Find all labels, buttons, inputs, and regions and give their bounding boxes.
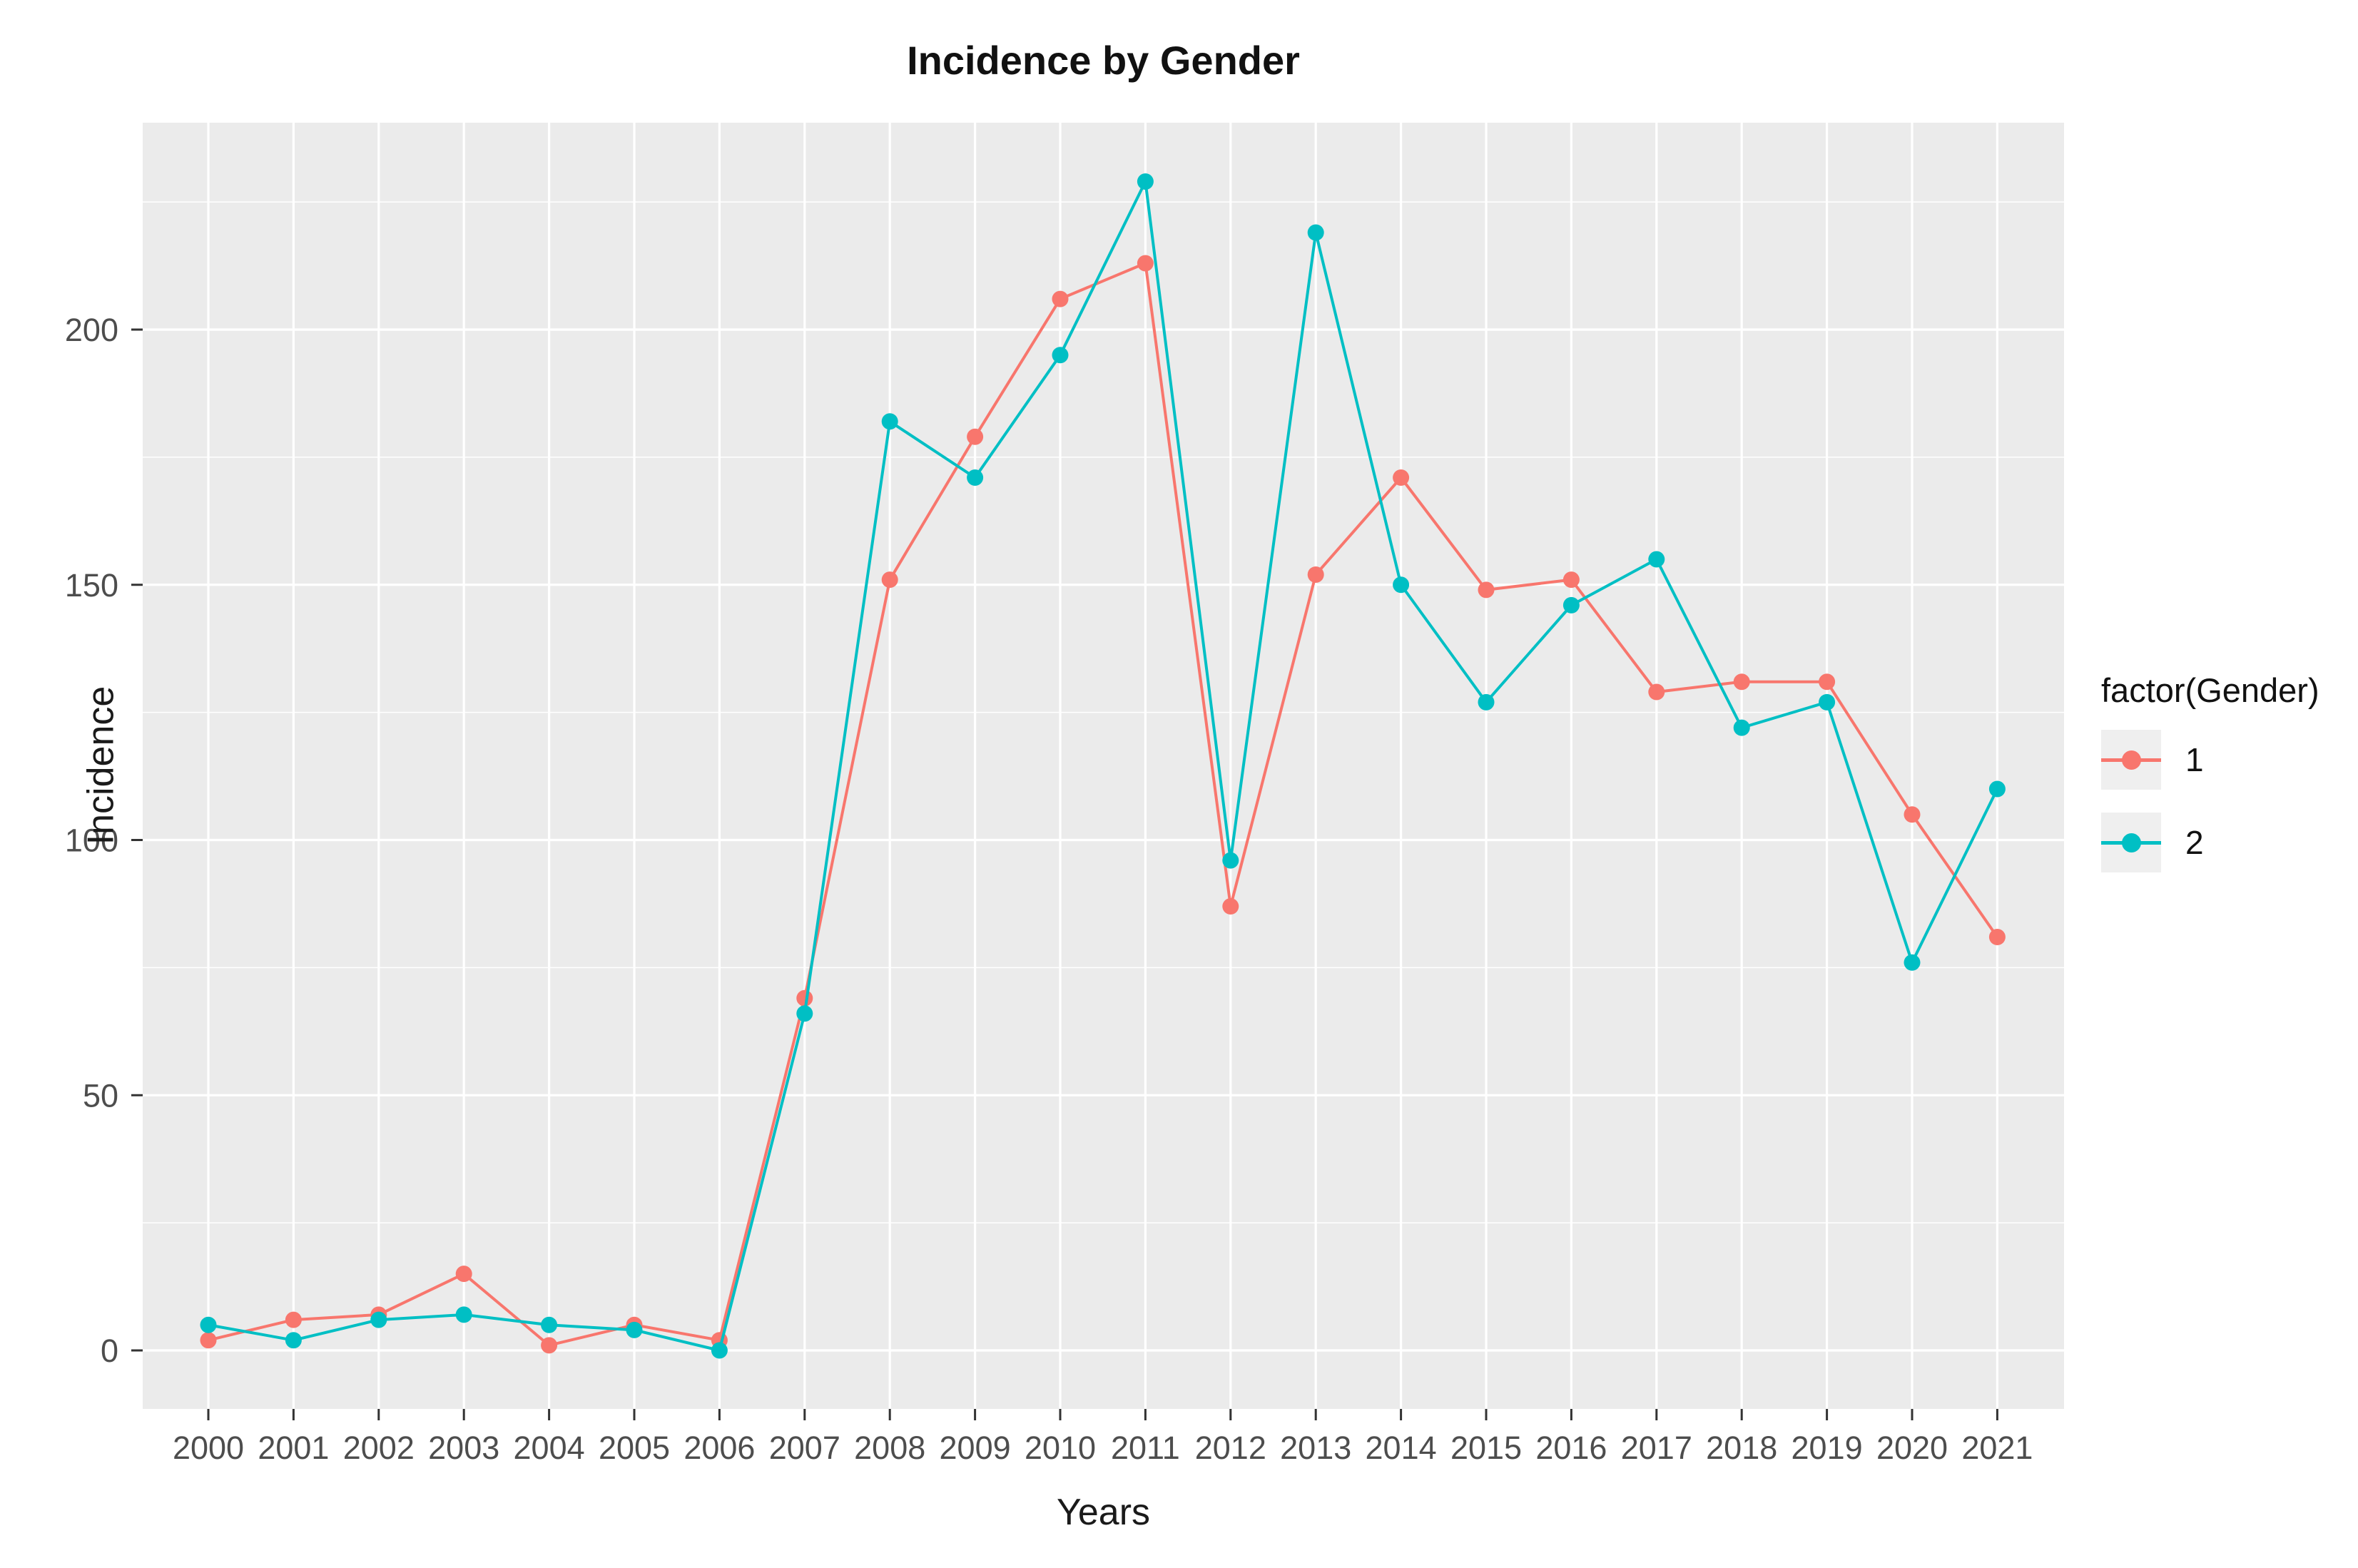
legend-key-gender-1 bbox=[2101, 730, 2161, 790]
x-tick-label: 2013 bbox=[1280, 1430, 1351, 1466]
data-point-series-1 bbox=[1904, 806, 1921, 823]
y-tick-label: 200 bbox=[65, 312, 118, 348]
chart-title: Incidence by Gender bbox=[907, 38, 1300, 83]
x-tick-label: 2016 bbox=[1535, 1430, 1607, 1466]
legend-item-gender-1: 1 bbox=[2101, 730, 2358, 790]
x-tick-label: 2001 bbox=[258, 1430, 329, 1466]
data-point-series-2 bbox=[1904, 954, 1921, 971]
x-tick-label: 2014 bbox=[1366, 1430, 1437, 1466]
data-point-series-2 bbox=[455, 1306, 472, 1323]
data-point-series-1 bbox=[1052, 290, 1069, 307]
data-point-series-2 bbox=[1052, 347, 1069, 364]
series-line-2 bbox=[208, 180, 1999, 1352]
legend-key-gender-2 bbox=[2101, 813, 2161, 872]
y-axis-title: Incidence bbox=[80, 686, 122, 845]
legend-label: 2 bbox=[2185, 824, 2204, 861]
data-point-series-1 bbox=[1648, 683, 1665, 701]
x-axis-title: Years bbox=[1056, 1492, 1151, 1533]
legend-title: factor(Gender) bbox=[2101, 671, 2319, 709]
data-point-series-2 bbox=[1562, 596, 1580, 614]
y-tick-label: 100 bbox=[65, 823, 118, 859]
data-point-series-1 bbox=[455, 1266, 472, 1283]
x-tick-label: 2021 bbox=[1961, 1430, 2033, 1466]
series-lines bbox=[200, 173, 2006, 1359]
data-point-series-2 bbox=[200, 1316, 217, 1333]
data-point-series-1 bbox=[541, 1337, 558, 1354]
data-point-series-1 bbox=[1393, 469, 1410, 486]
data-point-series-2 bbox=[626, 1321, 643, 1338]
data-point-series-1 bbox=[1733, 673, 1750, 691]
series-line-1 bbox=[208, 261, 1999, 1347]
data-point-series-2 bbox=[1478, 693, 1495, 711]
data-point-series-1 bbox=[1307, 566, 1324, 583]
data-point-series-2 bbox=[967, 469, 984, 486]
legend-item-gender-2: 2 bbox=[2101, 813, 2358, 872]
x-tick-label: 2010 bbox=[1025, 1430, 1096, 1466]
x-tick-label: 2005 bbox=[599, 1430, 670, 1466]
data-point-series-2 bbox=[370, 1311, 387, 1328]
x-tick-label: 2008 bbox=[854, 1430, 925, 1466]
data-point-series-1 bbox=[1562, 571, 1580, 589]
x-tick-label: 2003 bbox=[428, 1430, 499, 1466]
y-tick-label: 50 bbox=[83, 1077, 118, 1114]
data-point-series-1 bbox=[1988, 928, 2006, 945]
data-point-series-1 bbox=[1478, 581, 1495, 599]
y-tick-label: 150 bbox=[65, 567, 118, 604]
x-tick-label: 2019 bbox=[1792, 1430, 1863, 1466]
data-point-series-1 bbox=[200, 1332, 217, 1349]
legend-point-icon bbox=[2121, 833, 2141, 852]
y-tick-label: 0 bbox=[101, 1333, 118, 1369]
data-point-series-2 bbox=[1393, 576, 1410, 594]
data-point-series-2 bbox=[1819, 693, 1836, 711]
x-tick-label: 2018 bbox=[1706, 1430, 1777, 1466]
data-point-series-2 bbox=[1733, 719, 1750, 736]
legend-label: 1 bbox=[2185, 741, 2204, 778]
data-point-series-2 bbox=[1648, 551, 1665, 568]
x-tick-label: 2020 bbox=[1876, 1430, 1948, 1466]
x-tick-label: 2006 bbox=[683, 1430, 755, 1466]
data-point-series-1 bbox=[881, 571, 898, 589]
x-tick-label: 2009 bbox=[940, 1430, 1011, 1466]
axis-tick-labels: 2000 2001 2002 2003 2004 2005 2006 2007 2008 2009… bbox=[65, 312, 2033, 1466]
data-point-series-2 bbox=[1222, 852, 1239, 869]
data-point-series-1 bbox=[1222, 898, 1239, 915]
data-point-series-2 bbox=[796, 1005, 813, 1022]
x-tick-label: 2012 bbox=[1195, 1430, 1266, 1466]
x-tick-label: 2007 bbox=[769, 1430, 840, 1466]
data-point-series-1 bbox=[285, 1311, 302, 1328]
data-point-series-2 bbox=[1988, 780, 2006, 798]
data-point-series-1 bbox=[1819, 673, 1836, 691]
data-point-series-2 bbox=[541, 1316, 558, 1333]
x-tick-label: 2004 bbox=[514, 1430, 585, 1466]
x-tick-label: 2015 bbox=[1450, 1430, 1522, 1466]
x-tick-label: 2000 bbox=[173, 1430, 244, 1466]
data-point-series-2 bbox=[285, 1332, 302, 1349]
data-point-series-2 bbox=[881, 413, 898, 430]
major-gridlines bbox=[143, 123, 2064, 1409]
data-point-series-2 bbox=[1137, 173, 1154, 190]
legend-point-icon bbox=[2121, 750, 2141, 770]
legend: factor(Gender) 1 2 bbox=[2101, 671, 2358, 895]
axis-ticks bbox=[131, 328, 1998, 1420]
data-point-series-1 bbox=[967, 428, 984, 445]
data-point-series-2 bbox=[1307, 224, 1324, 241]
data-point-series-2 bbox=[711, 1342, 728, 1359]
plot-panel bbox=[143, 123, 2064, 1409]
x-tick-label: 2011 bbox=[1111, 1430, 1180, 1466]
x-tick-label: 2002 bbox=[343, 1430, 415, 1466]
data-point-series-1 bbox=[1137, 255, 1154, 272]
x-tick-label: 2017 bbox=[1621, 1430, 1692, 1466]
